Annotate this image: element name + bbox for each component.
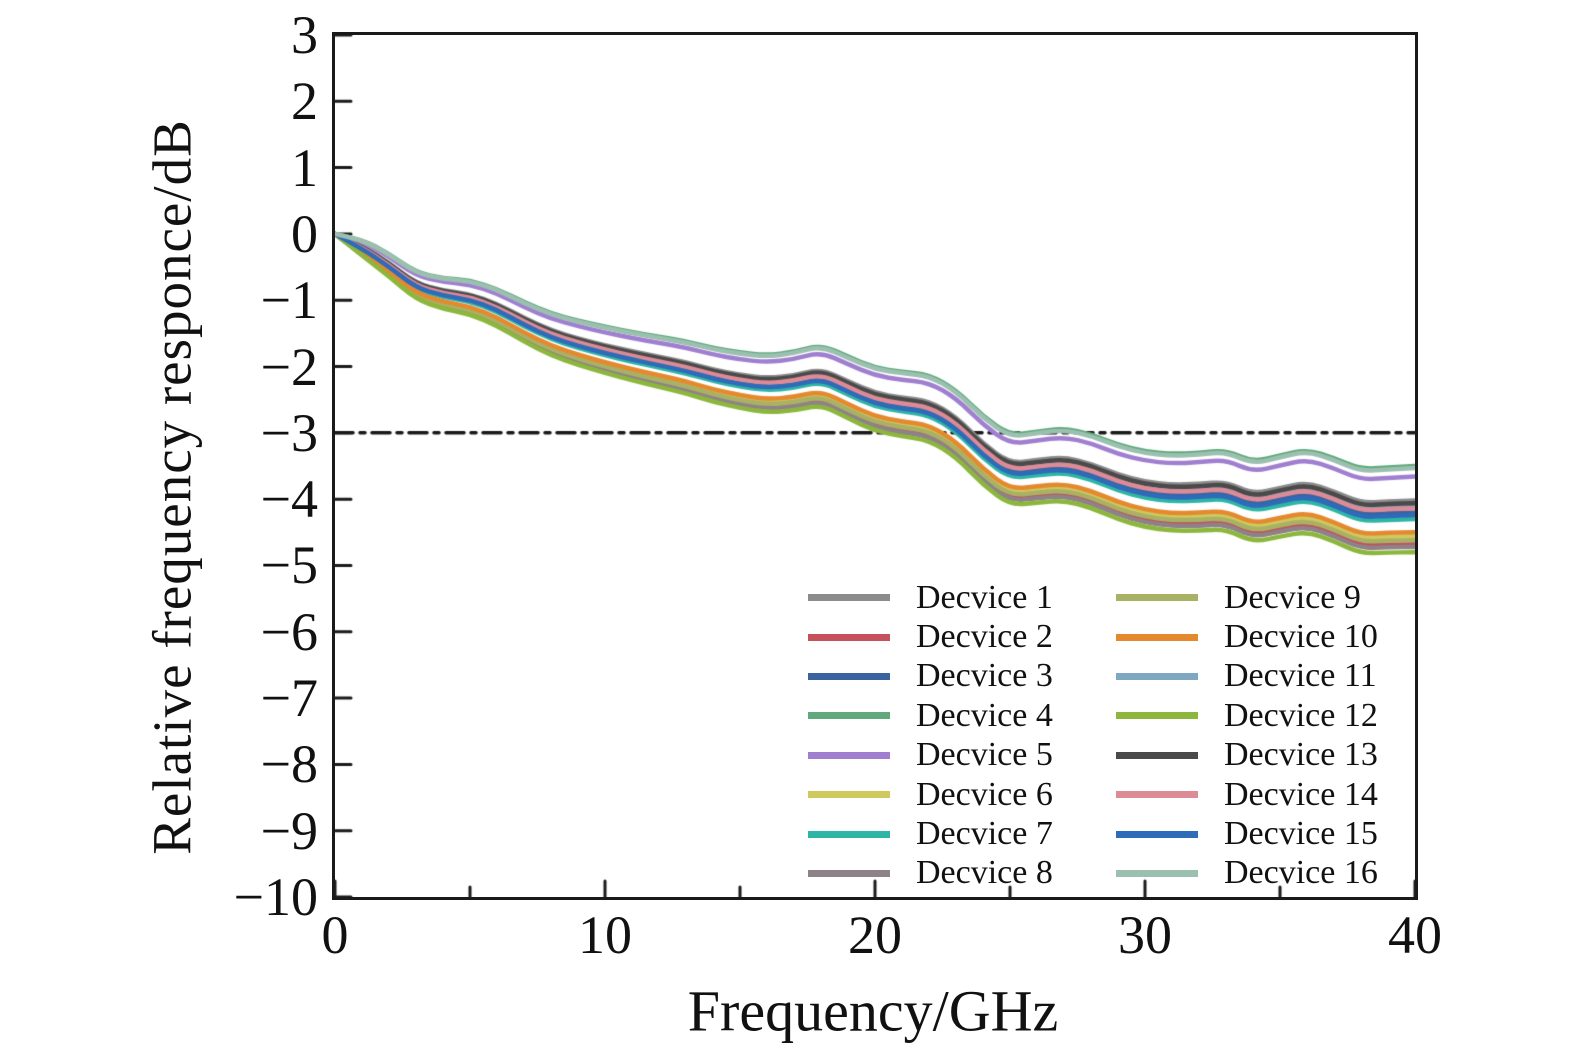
x-tick-label: 0: [321, 905, 349, 965]
legend-item: Decvice 1: [808, 578, 1053, 617]
legend-label: Decvice 7: [916, 815, 1053, 853]
legend-item: Decvice 4: [808, 696, 1053, 735]
legend-item: Decvice 8: [808, 854, 1053, 893]
legend-swatch: [1116, 594, 1198, 602]
legend-label: Decvice 2: [916, 618, 1053, 656]
legend-label: Decvice 8: [916, 854, 1053, 892]
legend-swatch: [1116, 633, 1198, 641]
x-tick-label: 20: [848, 905, 902, 965]
legend-swatch: [808, 751, 890, 759]
legend-swatch: [1116, 791, 1198, 799]
legend-item: Decvice 15: [1116, 814, 1378, 853]
legend-item: Decvice 5: [808, 736, 1053, 775]
legend-swatch: [808, 633, 890, 641]
y-tick-label: 3: [291, 5, 318, 65]
legend-item: Decvice 2: [808, 617, 1053, 656]
legend-swatch: [808, 594, 890, 602]
y-tick-label: −8: [260, 734, 318, 795]
legend-swatch: [1116, 672, 1198, 680]
legend-swatch: [808, 791, 890, 799]
legend-swatch: [1116, 830, 1198, 838]
legend-item: Decvice 9: [1116, 578, 1378, 617]
y-tick-label: −1: [260, 270, 318, 331]
legend-swatch: [1116, 869, 1198, 877]
legend-label: Decvice 5: [916, 736, 1053, 774]
legend-item: Decvice 6: [808, 775, 1053, 814]
y-tick-label: −10: [233, 867, 318, 927]
legend-swatch: [808, 672, 890, 680]
legend-swatch: [808, 869, 890, 877]
x-tick-label: 40: [1388, 905, 1442, 965]
y-tick-label: −6: [260, 601, 318, 662]
legend-label: Decvice 9: [1224, 578, 1361, 616]
legend-label: Decvice 10: [1224, 618, 1378, 656]
legend-label: Decvice 14: [1224, 775, 1378, 813]
legend-item: Decvice 7: [808, 814, 1053, 853]
legend-item: Decvice 12: [1116, 696, 1378, 735]
y-tick-label: 0: [291, 203, 318, 264]
x-tick-label: 10: [578, 905, 632, 965]
legend-swatch: [808, 830, 890, 838]
y-tick-label: 1: [291, 137, 318, 198]
legend-label: Decvice 16: [1224, 854, 1378, 892]
x-tick-label: 30: [1118, 905, 1172, 965]
legend-label: Decvice 13: [1224, 736, 1378, 774]
y-tick-label: −2: [260, 336, 318, 397]
x-axis-title: Frequency/GHz: [687, 978, 1059, 1044]
y-tick-label: −7: [260, 668, 318, 729]
legend-item: Decvice 16: [1116, 854, 1378, 893]
legend-swatch: [1116, 751, 1198, 759]
y-tick-label: −9: [260, 800, 318, 861]
legend-item: Decvice 11: [1116, 657, 1378, 696]
legend-label: Decvice 4: [916, 696, 1053, 734]
legend-item: Decvice 13: [1116, 736, 1378, 775]
legend-label: Decvice 11: [1224, 657, 1377, 695]
legend-swatch: [808, 712, 890, 720]
y-tick-label: −5: [260, 535, 318, 596]
legend-label: Decvice 6: [916, 775, 1053, 813]
legend-item: Decvice 14: [1116, 775, 1378, 814]
legend-label: Decvice 15: [1224, 815, 1378, 853]
legend-label: Decvice 12: [1224, 696, 1378, 734]
y-tick-label: −4: [260, 469, 318, 530]
legend-item: Decvice 3: [808, 657, 1053, 696]
legend-swatch: [1116, 712, 1198, 720]
legend-column: Decvice 9 Decvice 10 Decvice 11 Decvice 12 D…: [1116, 578, 1378, 893]
legend-column: Decvice 1 Decvice 2 Decvice 3 Decvice 4 Decv…: [808, 578, 1053, 893]
y-tick-label: −3: [260, 402, 318, 463]
legend-label: Decvice 1: [916, 578, 1053, 616]
y-tick-label: 2: [291, 71, 318, 132]
legend-item: Decvice 10: [1116, 617, 1378, 656]
legend-label: Decvice 3: [916, 657, 1053, 695]
